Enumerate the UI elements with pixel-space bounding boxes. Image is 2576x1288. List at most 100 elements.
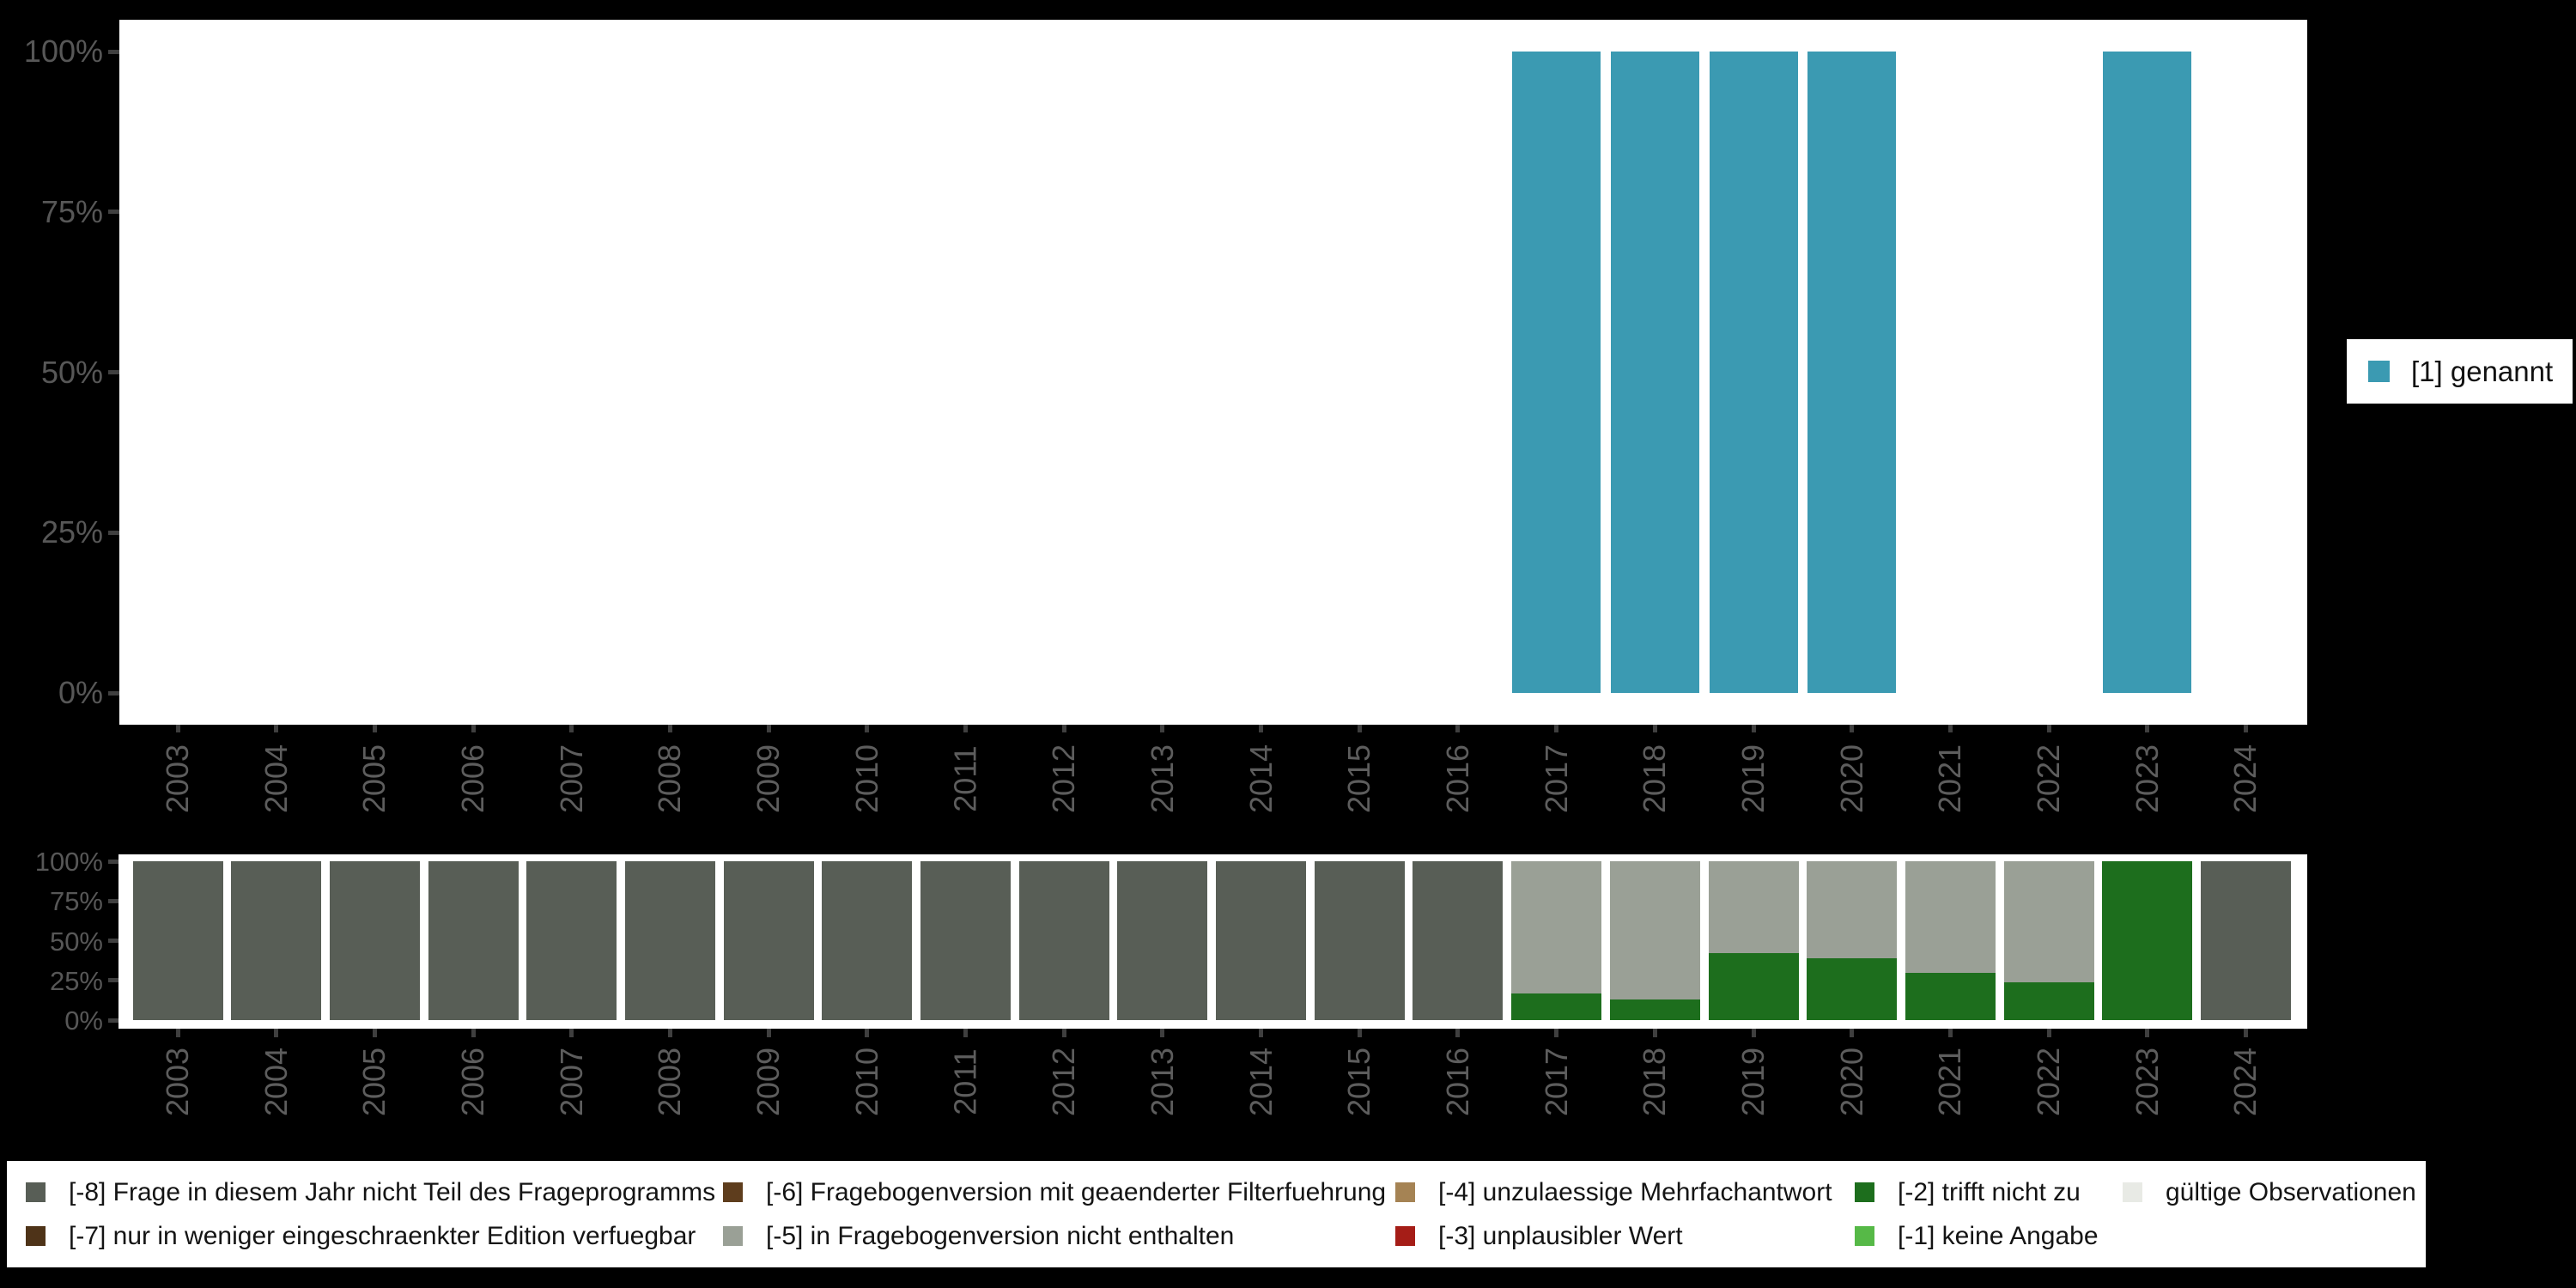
- legend-swatch-genannt: [2368, 361, 2390, 382]
- missings-x-year-text: 2020: [1833, 1047, 1869, 1117]
- main-x-tick: [865, 725, 870, 732]
- bar-genannt-2019: [1709, 52, 1798, 693]
- missings-bar-2006-m8: [428, 861, 519, 1020]
- missings-x-tick: [175, 1029, 180, 1037]
- missings-legend: [-8] Frage in diesem Jahr nicht Teil des…: [7, 1161, 2426, 1267]
- missings-x-tick: [2145, 1029, 2150, 1037]
- missings-x-tick: [471, 1029, 476, 1037]
- main-y-tick: [108, 530, 119, 535]
- main-x-year-text: 2004: [258, 744, 294, 814]
- main-x-tick: [766, 725, 771, 732]
- main-x-tick: [963, 725, 969, 732]
- missings-bar-2017-m5: [1511, 861, 1602, 993]
- main-x-year-text: 2013: [1144, 744, 1180, 814]
- legend-label-m5: [-5] in Fragebogenversion nicht enthalte…: [766, 1222, 1235, 1250]
- main-x-year-text: 2015: [1341, 744, 1377, 814]
- main-x-tick: [1061, 725, 1066, 732]
- main-x-year-text: 2007: [553, 744, 589, 814]
- missings-bar-2016-m8: [1413, 861, 1504, 1020]
- missings-x-year-text: 2004: [258, 1047, 294, 1117]
- main-x-tick: [1357, 725, 1362, 732]
- main-y-tick-label: 25%: [40, 514, 103, 550]
- main-x-year-text: 2017: [1538, 744, 1574, 814]
- missings-x-year-text: 2006: [455, 1047, 491, 1117]
- main-x-tick: [1850, 725, 1855, 732]
- missings-x-tick: [667, 1029, 672, 1037]
- missings-x-tick: [1947, 1029, 1953, 1037]
- main-x-year-text: 2010: [848, 744, 884, 814]
- main-legend: [1] genannt: [2347, 339, 2573, 404]
- missings-y-tick: [108, 898, 118, 903]
- missings-bar-2017-m2: [1511, 993, 1602, 1020]
- missings-x-tick: [1850, 1029, 1855, 1037]
- missings-x-year-text: 2012: [1046, 1047, 1082, 1117]
- main-x-tick: [471, 725, 476, 732]
- missings-bar-2024-m8: [2200, 861, 2291, 1020]
- missings-x-tick: [1751, 1029, 1756, 1037]
- bar-genannt-2017: [1512, 52, 1601, 693]
- missings-bar-2003-m8: [132, 861, 223, 1020]
- main-x-year-text: 2003: [160, 744, 195, 814]
- legend-label-genannt: [1] genannt: [2411, 355, 2554, 387]
- missings-bar-2008-m8: [624, 861, 715, 1020]
- legend-swatch-m3: [1395, 1226, 1415, 1246]
- missings-x-tick-label-2024: 2024: [2185, 1036, 2306, 1128]
- main-y-tick-label: 0%: [58, 675, 103, 710]
- main-x-tick: [1652, 725, 1657, 732]
- main-x-year-text: 2019: [1735, 744, 1771, 814]
- missings-bar-2020-m5: [1807, 861, 1898, 958]
- main-x-year-text: 2022: [2031, 744, 2067, 814]
- missings-bar-2014-m8: [1216, 861, 1307, 1020]
- main-x-tick: [1160, 725, 1165, 732]
- main-x-tick: [1947, 725, 1953, 732]
- legend-label-m7: [-7] nur in weniger eingeschraenkter Edi…: [69, 1222, 696, 1250]
- main-y-tick: [108, 690, 119, 696]
- missings-bar-2010-m8: [822, 861, 913, 1020]
- main-x-tick: [372, 725, 377, 732]
- missings-x-year-text: 2021: [1932, 1047, 1968, 1117]
- missings-bar-2005-m8: [329, 861, 420, 1020]
- missings-x-tick: [2243, 1029, 2248, 1037]
- main-y-tick-label: 50%: [40, 354, 103, 390]
- legend-label-m8: [-8] Frage in diesem Jahr nicht Teil des…: [69, 1178, 716, 1206]
- missings-x-year-text: 2018: [1637, 1047, 1673, 1117]
- bar-genannt-2020: [1807, 52, 1897, 693]
- missings-y-tick-label: 100%: [34, 847, 103, 877]
- main-x-year-text: 2024: [2227, 744, 2263, 814]
- legend-label-m6: [-6] Fragebogenversion mit geaenderter F…: [766, 1178, 1387, 1206]
- missings-y-tick-label: 0%: [64, 1005, 103, 1036]
- missings-y-tick: [108, 978, 118, 983]
- legend-swatch-m6: [723, 1182, 743, 1202]
- missings-x-year-text: 2013: [1144, 1047, 1180, 1117]
- main-y-tick: [108, 210, 119, 215]
- main-x-tick: [667, 725, 672, 732]
- missings-bar-2018-m2: [1609, 999, 1700, 1020]
- missings-y-tick-label: 25%: [49, 965, 103, 996]
- main-y-tick-label: 75%: [40, 193, 103, 229]
- main-x-year-text: 2005: [356, 744, 392, 814]
- missings-x-year-text: 2011: [947, 1048, 983, 1115]
- legend-swatch-m8: [26, 1182, 46, 1202]
- missings-x-tick: [1455, 1029, 1461, 1037]
- missings-bar-2022-m2: [2003, 981, 2094, 1020]
- missings-x-tick: [1061, 1029, 1066, 1037]
- main-y-tick: [108, 370, 119, 374]
- main-y-tick: [108, 49, 119, 54]
- main-x-tick: [1751, 725, 1756, 732]
- missings-bar-2012-m8: [1018, 861, 1109, 1020]
- main-x-year-text: 2011: [947, 745, 983, 812]
- legend-swatch-valid: [2123, 1182, 2142, 1202]
- missings-x-year-text: 2009: [750, 1047, 787, 1117]
- main-x-tick: [2243, 725, 2248, 732]
- main-x-tick: [1554, 725, 1559, 732]
- missings-x-tick: [274, 1029, 279, 1037]
- missings-x-year-text: 2005: [356, 1047, 392, 1117]
- main-y-tick-label: 100%: [23, 33, 103, 69]
- main-x-tick: [175, 725, 180, 732]
- legend-label-m3: [-3] unplausibler Wert: [1438, 1222, 1683, 1250]
- missings-bar-2019-m5: [1708, 861, 1799, 954]
- missings-y-tick: [108, 1018, 118, 1023]
- missings-y-tick-label: 50%: [49, 926, 103, 957]
- missings-bar-2021-m5: [1905, 861, 1996, 973]
- missings-x-year-text: 2019: [1735, 1047, 1771, 1117]
